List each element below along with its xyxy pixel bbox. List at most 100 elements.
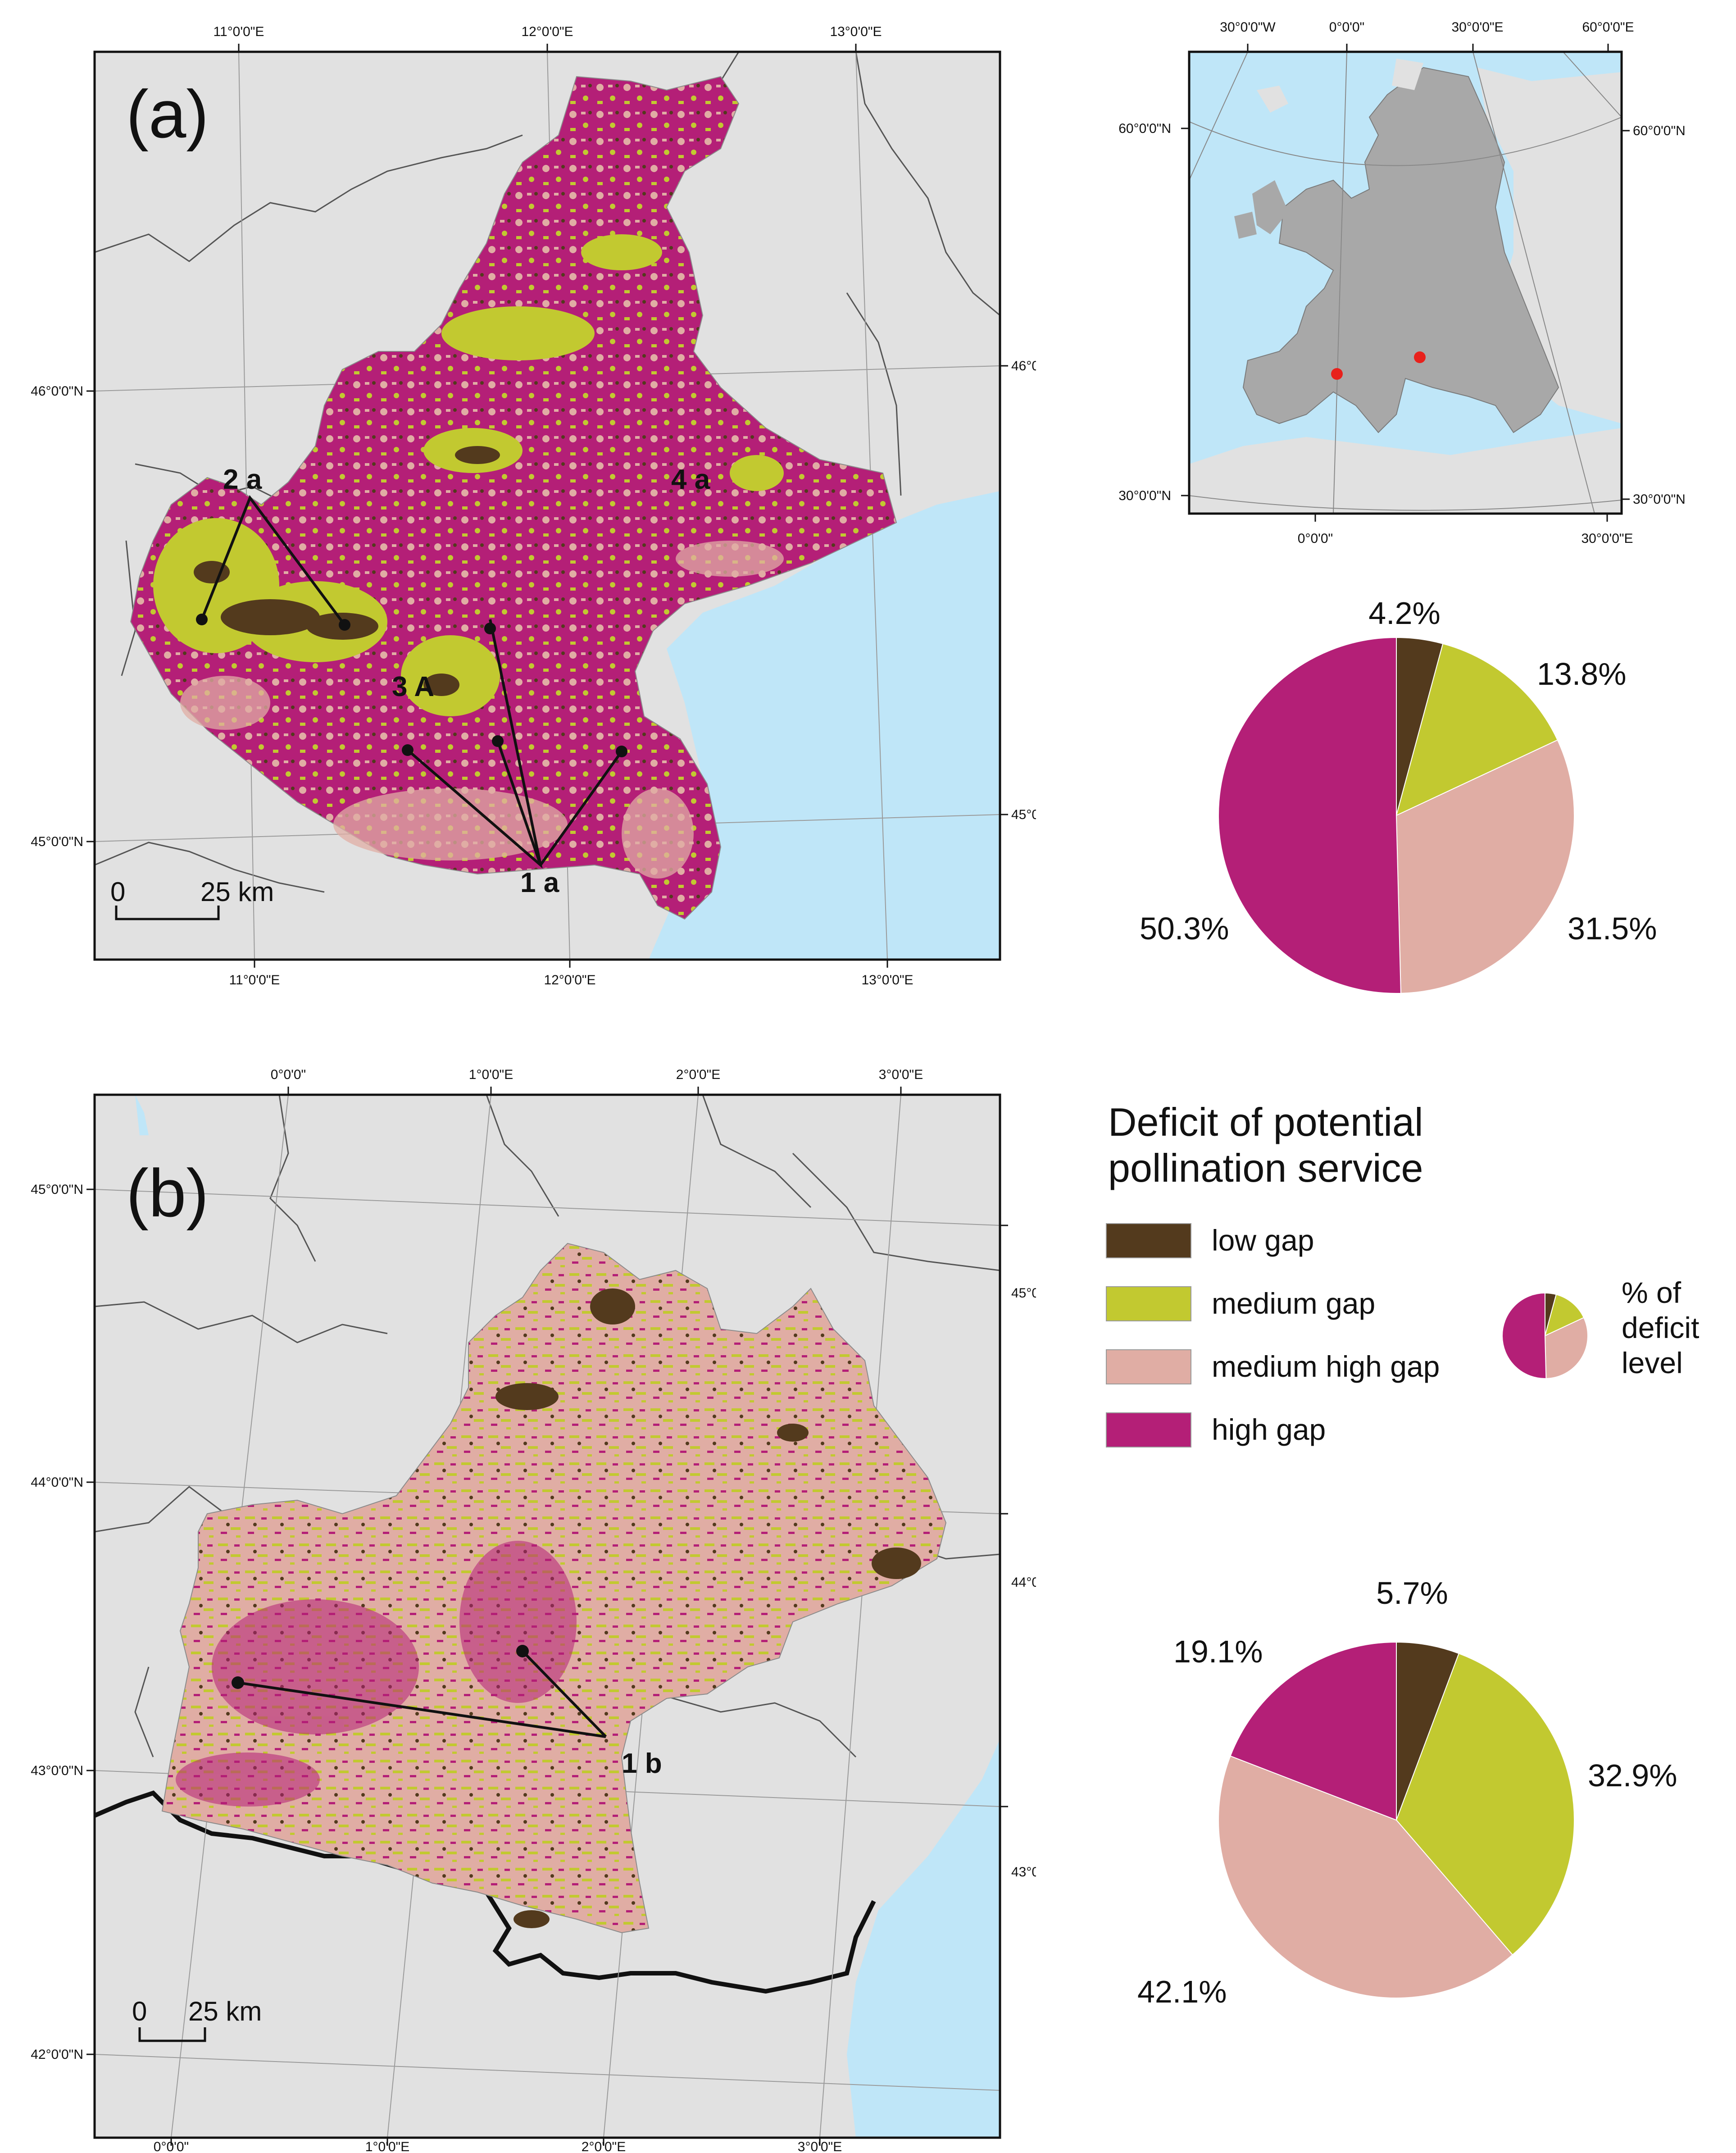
legend-title-line1: Deficit of potential <box>1108 1100 1423 1144</box>
a-scale-dist: 25 km <box>200 877 274 907</box>
inset-bottom-lon-2: 30°0'0"E <box>1581 531 1633 546</box>
a-top-lon-1: 11°0'0"E <box>214 24 264 39</box>
pie-b-label-high: 19.1% <box>1173 1634 1263 1669</box>
inset-africa <box>1189 428 1622 514</box>
b-bottom-lon-1: 0°0'0" <box>154 2139 189 2153</box>
legend-label-low: low gap <box>1212 1224 1314 1257</box>
inset-top-lon-2: 0°0'0" <box>1329 20 1364 35</box>
a-right-lat-1: 46°0'0"N <box>1011 359 1036 373</box>
inset-bottom-lon-1: 0°0'0" <box>1298 531 1333 546</box>
pie-b-label-low: 5.7% <box>1376 1575 1448 1611</box>
pie-b-label-medium: 32.9% <box>1588 1758 1677 1793</box>
a-scale-zero: 0 <box>110 877 125 907</box>
ann-1b: 1 b <box>622 1748 662 1779</box>
pie-b-label-medium-high: 42.1% <box>1137 1974 1227 2009</box>
legend-mini-pie-slice-medium <box>1544 1294 1585 1337</box>
panel-a-scale-bar <box>115 906 220 920</box>
b-left-lat-4: 42°0'0"N <box>31 2047 83 2062</box>
b-bottom-lon-2: 1°0'0"E <box>365 2139 409 2153</box>
a-bottom-lon-1: 11°0'0"E <box>229 973 280 988</box>
panel-a-leaders <box>200 495 623 869</box>
panel-b-points <box>232 1645 529 1689</box>
b-right-lat-1: 45°0'0"N <box>1011 1286 1036 1301</box>
inset-frame <box>1188 50 1623 515</box>
ann-3A: 3 A <box>392 671 434 702</box>
pie-b-slice-medium <box>1395 1652 1575 1956</box>
panel-a-low-gap-zone <box>194 446 500 696</box>
panel-a-map: 11°0'0"E 12°0'0"E 13°0'0"E 11°0'0"E 12°0… <box>31 24 1036 988</box>
pie-a-slice-medium-high <box>1395 739 1575 994</box>
legend-mini-pie-slice-high <box>1502 1292 1547 1379</box>
a-top-lon-3: 13°0'0"E <box>830 24 882 39</box>
pie-chart-b: 5.7% 32.9% 42.1% 19.1% <box>1137 1575 1677 2009</box>
panel-b-low-gap-zone <box>495 1288 921 1928</box>
legend-mini-label: % of deficit level <box>1622 1275 1699 1380</box>
panel-a-points <box>196 614 627 757</box>
a-bottom-lon-2: 12°0'0"E <box>544 973 595 988</box>
legend-title-line2: pollination service <box>1108 1146 1423 1190</box>
legend-mini-pie-slice-medium-high <box>1544 1317 1588 1379</box>
pie-a-slice-medium <box>1395 643 1559 816</box>
legend-label-medium: medium gap <box>1212 1287 1376 1320</box>
pie-b-slices <box>1218 1641 1575 1998</box>
ann-1a: 1 a <box>520 867 559 898</box>
pie-a-label-medium: 13.8% <box>1537 656 1626 692</box>
a-top-lon-2: 12°0'0"E <box>521 24 573 39</box>
pyrenees-border <box>95 1790 876 1994</box>
a-left-lat-2: 45°0'0"N <box>31 834 83 849</box>
b-top-lon-3: 2°0'0"E <box>676 1067 720 1082</box>
mini-label-line3: level <box>1622 1346 1683 1379</box>
mini-label-line1: % of <box>1622 1276 1681 1309</box>
panel-b-leaders <box>237 1650 607 1738</box>
inset-top-lon-3: 30°0'0"E <box>1451 20 1503 35</box>
b-top-lon-2: 1°0'0"E <box>469 1067 513 1082</box>
inset-top-lon-4: 60°0'0"E <box>1582 20 1634 35</box>
veneto-region <box>130 76 897 920</box>
study-site-italy-marker <box>1414 351 1426 363</box>
b-bottom-lon-3: 2°0'0"E <box>582 2139 626 2153</box>
legend-swatch-low <box>1106 1223 1191 1258</box>
panel-b-sea <box>847 1739 1000 2138</box>
pie-b-slice-medium-high <box>1218 1755 1513 1998</box>
a-right-lat-2: 45°0'0"N <box>1011 807 1036 822</box>
ann-2a: 2 a <box>223 464 262 495</box>
b-scale-dist: 25 km <box>188 1996 262 2026</box>
pie-a-label-high: 50.3% <box>1140 911 1229 946</box>
pie-a-slice-high <box>1218 637 1401 994</box>
b-left-lat-3: 43°0'0"N <box>31 1763 83 1778</box>
inset-left-lat-2: 30°0'0"N <box>1118 488 1171 503</box>
b-right-lat-3: 43°0'0"N <box>1011 1865 1036 1880</box>
b-left-lat-1: 45°0'0"N <box>31 1182 83 1197</box>
b-left-lat-2: 44°0'0"N <box>31 1475 83 1490</box>
b-scale-zero: 0 <box>132 1996 147 2026</box>
legend-title: Deficit of potential pollination service <box>1108 1099 1423 1191</box>
legend-mini-pie-icon <box>1502 1292 1588 1379</box>
a-bottom-lon-3: 13°0'0"E <box>861 973 913 988</box>
pie-a-label-medium-high: 31.5% <box>1568 911 1657 946</box>
pie-a-slices <box>1218 637 1575 994</box>
legend-swatch-high <box>1106 1412 1191 1447</box>
pie-a-label-low: 4.2% <box>1368 596 1441 631</box>
b-top-lon-4: 3°0'0"E <box>879 1067 923 1082</box>
legend-label-high: high gap <box>1212 1413 1326 1446</box>
panel-b-label: (b) <box>126 1155 209 1231</box>
legend-label-medium-high: medium high gap <box>1212 1350 1440 1383</box>
panel-a-label: (a) <box>126 76 209 152</box>
panel-b-map: 0°0'0" 1°0'0"E 2°0'0"E 3°0'0"E 0°0'0" 1°… <box>31 1067 1036 2153</box>
panel-a-sea <box>649 491 1000 960</box>
inset-right-lat-2: 30°0'0"N <box>1633 492 1686 507</box>
inset-right-lat-1: 60°0'0"N <box>1633 123 1686 138</box>
panel-b-scale-bar <box>138 2027 206 2042</box>
legend-swatch-medium-high <box>1106 1349 1191 1384</box>
a-left-lat-1: 46°0'0"N <box>31 384 83 399</box>
ann-4a: 4 a <box>671 464 710 495</box>
legend-swatch-medium <box>1106 1286 1191 1321</box>
b-bottom-lon-4: 3°0'0"E <box>798 2139 842 2153</box>
panel-b-frame <box>93 1093 1001 2139</box>
inset-top-lon-1: 30°0'0"W <box>1220 20 1276 35</box>
pie-b-slice-low <box>1396 1641 1460 1821</box>
europe-inset-map: 30°0'0"W 0°0'0" 30°0'0"E 60°0'0"E 0°0'0"… <box>1118 20 1686 546</box>
b-top-lon-1: 0°0'0" <box>271 1067 306 1082</box>
study-site-france-marker <box>1331 368 1343 380</box>
b-right-lat-2: 44°0'0"N <box>1011 1575 1036 1590</box>
